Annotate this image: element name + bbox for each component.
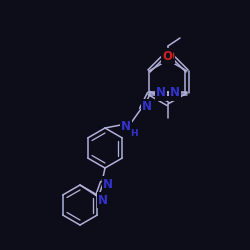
Text: O: O — [164, 50, 174, 62]
Text: N: N — [170, 86, 180, 100]
Text: N: N — [103, 178, 113, 190]
Text: N: N — [163, 54, 173, 66]
Text: H: H — [130, 128, 138, 138]
Text: N: N — [121, 120, 131, 134]
Text: N: N — [142, 100, 152, 114]
Text: N: N — [98, 194, 108, 206]
Text: N: N — [156, 86, 166, 100]
Text: O: O — [162, 50, 172, 62]
